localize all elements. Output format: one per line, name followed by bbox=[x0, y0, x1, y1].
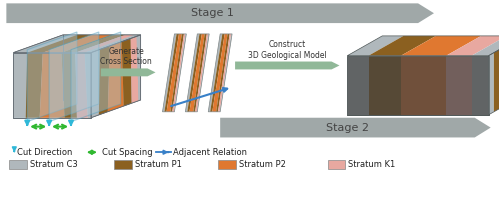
Polygon shape bbox=[208, 34, 222, 112]
Polygon shape bbox=[220, 118, 490, 137]
Polygon shape bbox=[188, 34, 202, 112]
Polygon shape bbox=[494, 48, 500, 112]
Polygon shape bbox=[76, 53, 88, 118]
Polygon shape bbox=[40, 53, 64, 118]
Polygon shape bbox=[26, 53, 43, 118]
Polygon shape bbox=[28, 35, 92, 53]
FancyBboxPatch shape bbox=[218, 160, 236, 168]
Polygon shape bbox=[348, 56, 368, 115]
Polygon shape bbox=[6, 3, 434, 23]
Polygon shape bbox=[190, 34, 204, 112]
Polygon shape bbox=[220, 34, 232, 112]
Polygon shape bbox=[76, 35, 134, 53]
Polygon shape bbox=[235, 62, 340, 69]
Polygon shape bbox=[101, 69, 156, 76]
Polygon shape bbox=[193, 34, 207, 112]
Polygon shape bbox=[62, 35, 125, 53]
Polygon shape bbox=[108, 42, 124, 112]
Text: Generate
Cross Section: Generate Cross Section bbox=[100, 47, 152, 67]
Polygon shape bbox=[216, 34, 230, 112]
Polygon shape bbox=[122, 38, 132, 106]
Polygon shape bbox=[401, 56, 446, 115]
Polygon shape bbox=[446, 36, 500, 56]
Polygon shape bbox=[71, 32, 120, 122]
Polygon shape bbox=[166, 34, 182, 112]
Text: Adjacent Relation: Adjacent Relation bbox=[174, 148, 248, 157]
Polygon shape bbox=[197, 34, 209, 112]
Polygon shape bbox=[43, 35, 111, 53]
Polygon shape bbox=[488, 53, 494, 115]
Polygon shape bbox=[136, 35, 140, 101]
Polygon shape bbox=[186, 34, 200, 112]
Polygon shape bbox=[212, 34, 228, 112]
Polygon shape bbox=[348, 56, 488, 115]
Polygon shape bbox=[84, 53, 91, 118]
Polygon shape bbox=[210, 34, 224, 112]
Polygon shape bbox=[49, 32, 99, 122]
Polygon shape bbox=[91, 50, 100, 118]
Polygon shape bbox=[174, 34, 186, 112]
Text: Stage 1: Stage 1 bbox=[191, 8, 234, 18]
Polygon shape bbox=[14, 53, 91, 118]
Polygon shape bbox=[218, 34, 231, 112]
FancyBboxPatch shape bbox=[114, 160, 132, 168]
Polygon shape bbox=[170, 34, 184, 112]
Polygon shape bbox=[14, 35, 140, 53]
Text: Stage 2: Stage 2 bbox=[326, 123, 369, 133]
Text: Stratum P2: Stratum P2 bbox=[239, 160, 286, 168]
Polygon shape bbox=[172, 34, 186, 112]
Polygon shape bbox=[348, 36, 404, 56]
Polygon shape bbox=[164, 34, 179, 112]
Polygon shape bbox=[472, 56, 488, 115]
Polygon shape bbox=[446, 56, 471, 115]
Text: Construct
3D Geological Model: Construct 3D Geological Model bbox=[248, 40, 326, 60]
Polygon shape bbox=[84, 35, 140, 53]
Text: Cut Spacing: Cut Spacing bbox=[102, 148, 152, 157]
Polygon shape bbox=[368, 56, 401, 115]
Text: Stratum K1: Stratum K1 bbox=[348, 160, 396, 168]
Polygon shape bbox=[162, 34, 176, 112]
Text: Stratum C3: Stratum C3 bbox=[30, 160, 78, 168]
Polygon shape bbox=[14, 35, 77, 53]
Polygon shape bbox=[368, 36, 436, 56]
FancyBboxPatch shape bbox=[328, 160, 345, 168]
Polygon shape bbox=[99, 46, 110, 115]
Polygon shape bbox=[472, 36, 500, 56]
Polygon shape bbox=[195, 34, 208, 112]
Polygon shape bbox=[130, 36, 138, 103]
Polygon shape bbox=[91, 35, 140, 118]
Polygon shape bbox=[27, 32, 77, 122]
Text: Cut Direction: Cut Direction bbox=[18, 148, 72, 157]
FancyBboxPatch shape bbox=[10, 160, 27, 168]
Polygon shape bbox=[14, 53, 28, 118]
Polygon shape bbox=[401, 36, 481, 56]
Text: Stratum P1: Stratum P1 bbox=[134, 160, 182, 168]
Polygon shape bbox=[62, 53, 77, 118]
